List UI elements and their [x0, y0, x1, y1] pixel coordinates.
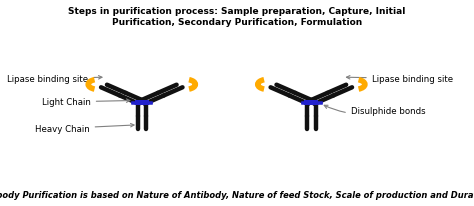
Bar — [135, 101, 149, 105]
Text: Lipase binding site: Lipase binding site — [346, 75, 453, 84]
Text: Lipase binding site: Lipase binding site — [7, 75, 102, 84]
Text: Heavy Chain: Heavy Chain — [35, 124, 134, 133]
Text: Light Chain: Light Chain — [42, 98, 130, 107]
Bar — [304, 101, 319, 105]
Text: Antibody Purification is based on Nature of Antibody, Nature of feed Stock, Scal: Antibody Purification is based on Nature… — [0, 190, 474, 199]
Text: Steps in purification process: Sample preparation, Capture, Initial
Purification: Steps in purification process: Sample pr… — [68, 7, 406, 26]
Text: Disulphide bonds: Disulphide bonds — [324, 106, 426, 115]
